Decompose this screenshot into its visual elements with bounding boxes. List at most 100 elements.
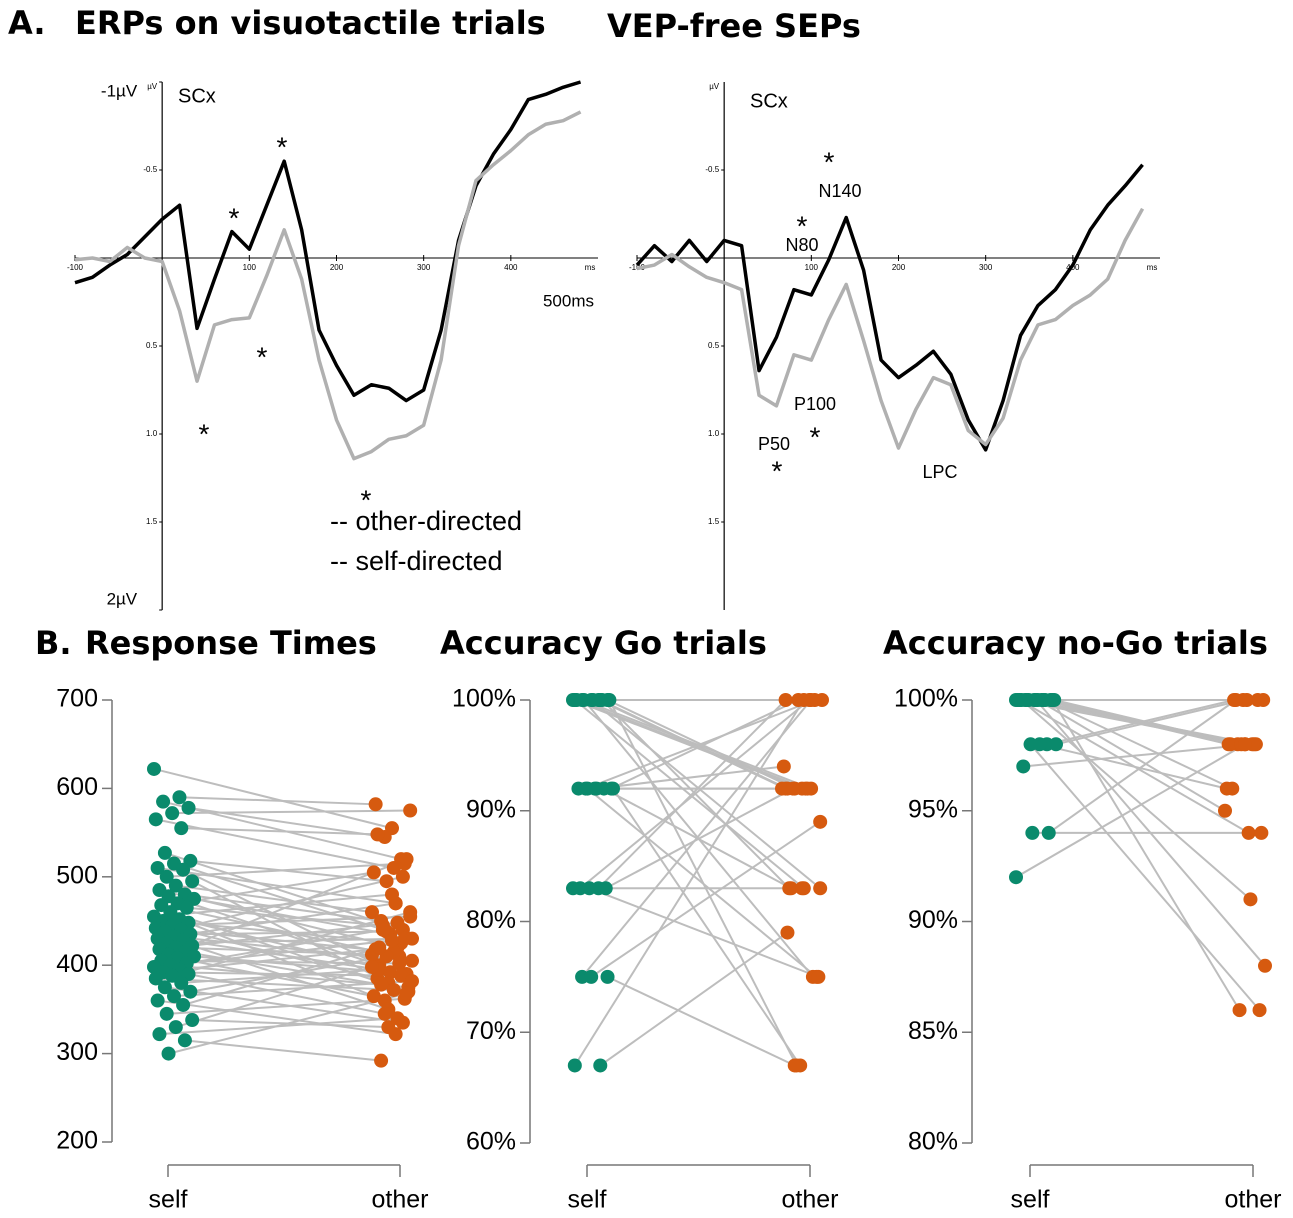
y-tick-label: 1.5 xyxy=(146,517,158,526)
dot xyxy=(787,1058,802,1073)
dot xyxy=(161,1046,176,1061)
erp-line xyxy=(74,80,582,403)
dot xyxy=(399,852,414,867)
dot xyxy=(172,790,187,805)
dot xyxy=(399,986,414,1001)
dot xyxy=(365,959,379,974)
pair-line xyxy=(168,858,407,956)
dot xyxy=(600,969,615,984)
erp-line xyxy=(74,110,582,461)
chart-title: VEP-free SEPs xyxy=(607,7,861,45)
dot xyxy=(1030,693,1045,707)
dot xyxy=(185,874,200,889)
annotation: * xyxy=(361,484,372,515)
annotation: 500ms xyxy=(543,291,594,310)
pair-line xyxy=(586,787,818,978)
dot xyxy=(593,1058,608,1073)
y-tick-label: 85% xyxy=(908,1017,958,1045)
dot xyxy=(374,1053,389,1068)
dot xyxy=(368,797,383,812)
dot xyxy=(813,814,828,829)
dot xyxy=(566,881,580,896)
dot xyxy=(372,940,387,955)
y-tick-label: -1µV xyxy=(101,81,138,100)
y-tick-label: 1.0 xyxy=(708,429,720,438)
dot xyxy=(168,878,183,893)
dot xyxy=(403,803,418,818)
pair-line xyxy=(599,931,789,1067)
dot xyxy=(811,969,826,984)
dot xyxy=(165,806,180,821)
pair-line xyxy=(1015,743,1246,879)
panel-label: A. xyxy=(8,4,46,42)
pair-line xyxy=(166,862,405,878)
pair-line xyxy=(166,997,405,1015)
x-tick-label: other xyxy=(372,1186,429,1214)
dot xyxy=(785,781,800,796)
pair-line xyxy=(607,975,796,1067)
pair-line xyxy=(182,868,380,967)
pair-line xyxy=(175,966,373,1029)
pair-line xyxy=(589,887,819,978)
pair-line xyxy=(1039,743,1228,790)
dot xyxy=(390,1011,405,1026)
y-tick-label: 95% xyxy=(908,795,958,823)
dot xyxy=(780,925,795,940)
annotation: LPC xyxy=(922,462,957,482)
dot xyxy=(776,759,791,774)
pair-line xyxy=(171,911,411,977)
dot xyxy=(796,693,811,707)
dot xyxy=(365,905,379,920)
pair-line xyxy=(190,859,387,883)
dot xyxy=(156,794,171,809)
dot xyxy=(176,862,191,877)
pair-line xyxy=(581,699,812,790)
dot xyxy=(375,922,390,937)
erp-line xyxy=(636,207,1145,450)
dot xyxy=(159,869,174,884)
pair-line xyxy=(590,820,821,978)
chart-title: ERPs on visuotactile trials xyxy=(75,4,546,42)
x-tick-label: 100 xyxy=(805,263,819,272)
dot xyxy=(1254,825,1269,840)
pair-line xyxy=(590,699,821,890)
x-tick-label: self xyxy=(1011,1186,1050,1214)
dot xyxy=(397,931,412,946)
pair-line xyxy=(182,939,380,971)
pair-line xyxy=(1023,743,1253,768)
dot xyxy=(1223,737,1238,752)
annotation: P50 xyxy=(758,434,790,454)
legend-entry: -- self-directed xyxy=(330,546,503,576)
pair-line xyxy=(157,999,396,1036)
dot xyxy=(150,860,165,875)
dot xyxy=(1241,825,1256,840)
pair-line xyxy=(164,986,404,1024)
dot xyxy=(370,827,385,842)
dot xyxy=(168,1020,183,1035)
dot xyxy=(150,993,165,1008)
dot xyxy=(377,1006,392,1021)
pair-line xyxy=(172,809,411,815)
dot xyxy=(1025,825,1040,840)
pair-line xyxy=(153,767,393,830)
dot xyxy=(152,1027,167,1042)
y-tick-label: 0.5 xyxy=(146,341,158,350)
y-tick-label: 100% xyxy=(894,685,958,713)
dot xyxy=(1014,693,1029,707)
pair-line xyxy=(1029,743,1261,1011)
annotation: * xyxy=(772,455,783,486)
chart-title: Accuracy no-Go trials xyxy=(883,624,1268,662)
dot xyxy=(403,905,418,920)
x-tick-label: other xyxy=(1225,1186,1282,1214)
pair-line xyxy=(1020,699,1252,901)
y-tick-label: 1.0 xyxy=(146,429,158,438)
dot xyxy=(1016,759,1031,774)
pair-line xyxy=(597,699,787,889)
y-tick-label: -0.5 xyxy=(143,165,157,174)
dot xyxy=(589,781,604,796)
legend-entry: -- other-directed xyxy=(330,506,522,536)
annotation: P100 xyxy=(794,394,836,414)
x-tick-label: 200 xyxy=(330,263,344,272)
pair-line xyxy=(157,902,396,940)
y-axis-label: µV xyxy=(147,82,158,91)
